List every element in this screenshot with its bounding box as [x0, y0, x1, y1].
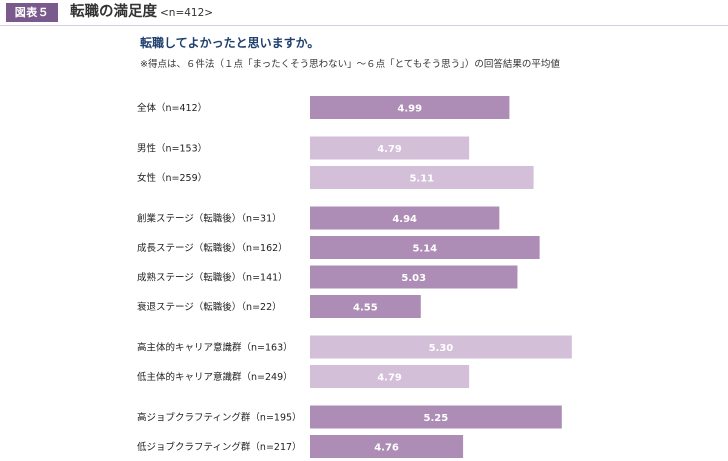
- figure-title: 転職の満足度 <n=412>: [70, 2, 213, 23]
- row-label: 男性（n=153）: [137, 143, 207, 155]
- figure-sample-size: <n=412>: [160, 7, 214, 19]
- row-label: 高ジョブクラフティング群（n=195）: [137, 412, 302, 424]
- bar-value-label: 4.94: [392, 214, 417, 225]
- row-label: 創業ステージ（転職後）（n=31）: [137, 213, 282, 225]
- header-divider: [0, 25, 728, 26]
- bar-value-label: 5.11: [409, 174, 434, 185]
- row-label: 成熟ステージ（転職後）（n=141）: [137, 272, 288, 284]
- row-label: 全体（n=412）: [137, 102, 207, 114]
- row-label: 女性（n=259）: [137, 172, 207, 184]
- bar-value-label: 4.79: [377, 144, 402, 155]
- bar: [310, 295, 421, 318]
- row-label: 低ジョブクラフティング群（n=217）: [137, 441, 302, 453]
- row-label: 低主体的キャリア意識群（n=249）: [137, 371, 293, 383]
- figure-header: 図表５ 転職の満足度 <n=412>: [0, 0, 728, 26]
- bar: [310, 335, 572, 359]
- bar: [310, 206, 500, 230]
- row-label: 高主体的キャリア意識群（n=163）: [137, 342, 293, 354]
- bar: [310, 96, 510, 119]
- row-label: 衰退ステージ（転職後）（n=22）: [137, 301, 282, 313]
- bar-value-label: 5.14: [412, 244, 437, 255]
- bar-value-label: 4.55: [353, 303, 378, 314]
- bar: [310, 166, 534, 189]
- bar-value-label: 5.30: [429, 343, 454, 354]
- bar-value-label: 4.76: [374, 443, 399, 454]
- bar: [310, 365, 470, 388]
- figure-title-text: 転職の満足度: [70, 4, 157, 20]
- bar: [310, 136, 470, 160]
- bar-value-label: 4.99: [397, 104, 422, 115]
- survey-question: 転職してよかったと思いますか。: [140, 36, 320, 50]
- bar: [310, 236, 540, 259]
- bar: [310, 435, 464, 458]
- row-label: 成長ステージ（転職後）（n=162）: [137, 242, 288, 254]
- score-note: ※得点は、６件法（１点「まったくそう思わない」〜６点「とてもそう思う」）の回答結…: [140, 59, 560, 70]
- bar-value-label: 4.79: [377, 373, 402, 384]
- bar-value-label: 5.03: [401, 273, 426, 284]
- figure-number-badge: 図表５: [6, 3, 58, 22]
- bar-value-label: 5.25: [424, 413, 449, 424]
- bar: [310, 405, 562, 429]
- bar: [310, 265, 518, 289]
